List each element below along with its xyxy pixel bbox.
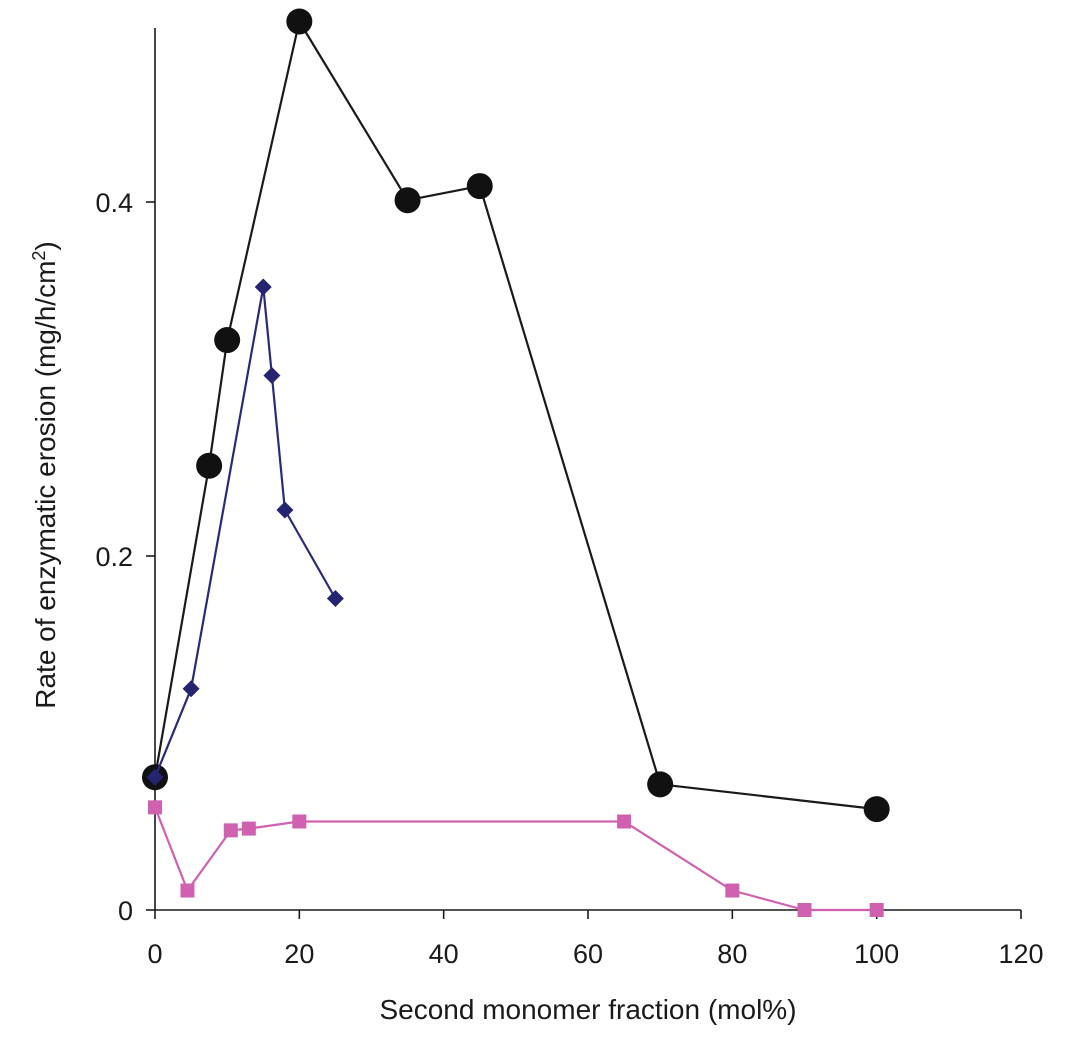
data-point-diamond (326, 589, 344, 607)
data-point-circle (286, 8, 313, 35)
x-tick-label: 60 (573, 939, 603, 969)
x-tick-label: 80 (717, 939, 747, 969)
x-tick-label: 120 (998, 939, 1043, 969)
data-point-circle (214, 327, 241, 354)
series-line-diamond (153, 285, 337, 778)
data-point-square (223, 823, 238, 838)
x-tick-label: 20 (284, 939, 314, 969)
series-line-circle (153, 20, 877, 811)
x-tick-label: 40 (429, 939, 459, 969)
data-point-square (869, 903, 884, 917)
data-point-diamond (182, 680, 200, 698)
ticks: 0 20 40 60 80 100 120 0 0.2 0.4 (95, 188, 1043, 969)
data-point-square (241, 821, 256, 836)
series-circle (142, 8, 890, 823)
data-point-square (725, 883, 740, 898)
data-point-diamond (276, 501, 294, 519)
series-diamond (146, 278, 344, 786)
data-point-square (292, 814, 307, 829)
data-point-circle (863, 796, 890, 823)
data-point-diamond (263, 366, 281, 384)
y-tick-label: 0.2 (95, 542, 133, 572)
y-axis-title: Rate of enzymatic erosion (mg/h/cm2) (29, 241, 61, 709)
data-point-circle (196, 452, 223, 479)
data-point-diamond (254, 278, 272, 296)
y-axis-title-end: ) (30, 241, 61, 250)
series-square (148, 800, 884, 917)
x-axis-title: Second monomer fraction (mol%) (379, 994, 796, 1025)
y-axis-title-main: Rate of enzymatic erosion (mg/h/cm (30, 261, 61, 709)
data-point-circle (647, 771, 674, 798)
y-tick-label: 0.4 (95, 188, 133, 218)
series-line-square (153, 806, 877, 912)
x-tick-label: 0 (147, 939, 162, 969)
data-point-square (148, 800, 162, 815)
data-point-circle (394, 187, 421, 214)
axes (154, 28, 1021, 911)
series (142, 8, 890, 917)
x-tick-label: 100 (854, 939, 899, 969)
data-point-circle (466, 173, 493, 200)
data-point-square (617, 814, 632, 829)
data-point-square (797, 903, 812, 917)
data-point-square (180, 883, 195, 898)
data-point-diamond (146, 768, 164, 786)
y-axis-title-superscript: 2 (29, 251, 49, 261)
y-tick-label: 0 (118, 896, 133, 926)
